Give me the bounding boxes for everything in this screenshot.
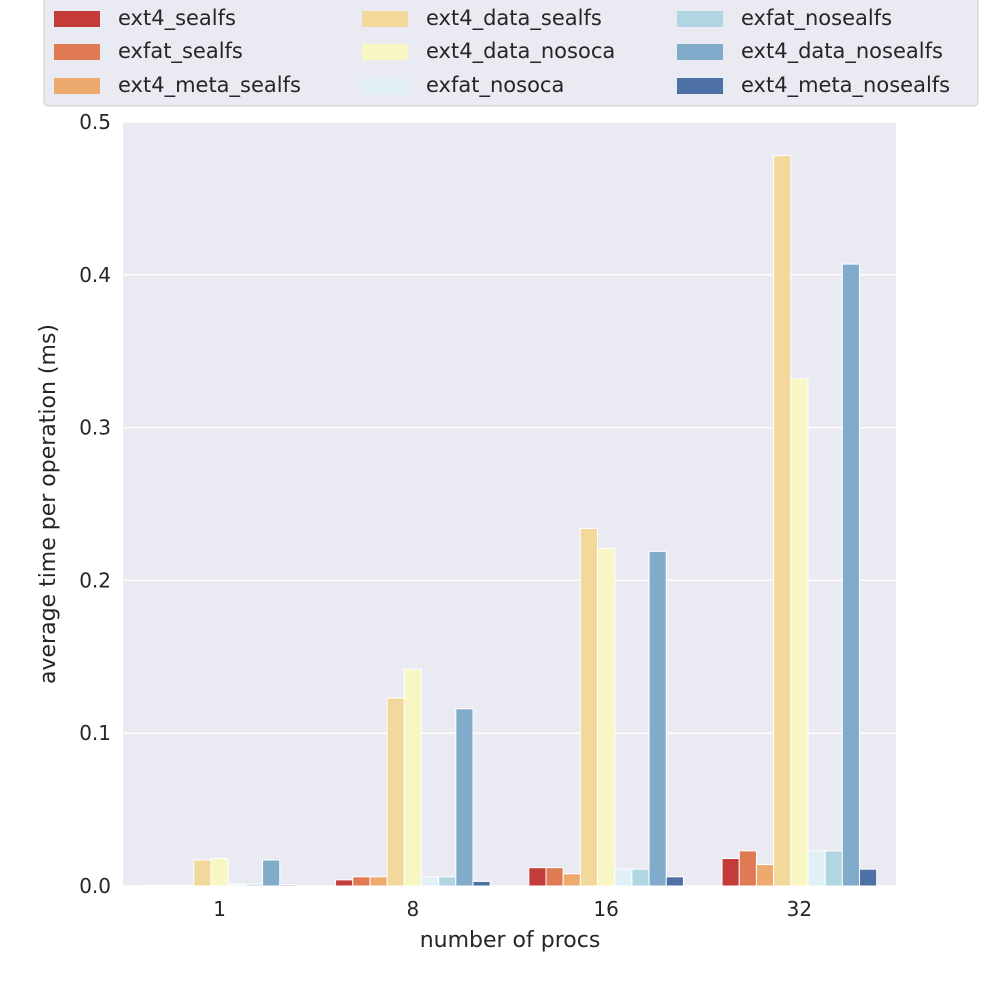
legend-label-ext4_data_nosoca: ext4_data_nosoca bbox=[426, 39, 615, 64]
bar-ext4_data_nosealfs-32 bbox=[841, 263, 860, 887]
bar-ext4_data_nosealfs-16 bbox=[648, 550, 667, 887]
y-tick-label: 0.3 bbox=[79, 416, 111, 440]
bar-ext4_data_nosealfs-1 bbox=[262, 859, 281, 887]
bar-exfat_nosealfs-1 bbox=[244, 883, 264, 887]
legend-swatch-exfat_nosealfs bbox=[677, 11, 723, 27]
bar-ext4_meta_sealfs-8 bbox=[369, 876, 388, 887]
x-tick-label: 16 bbox=[593, 897, 618, 921]
bar-exfat_nosealfs-32 bbox=[824, 850, 843, 887]
bar-ext4_data_nosoca-16 bbox=[597, 547, 616, 887]
x-ticks: 1 8 16 32 bbox=[213, 897, 812, 921]
legend-label-exfat_nosoca: exfat_nosoca bbox=[426, 73, 564, 98]
y-axis-label: average time per operation (ms) bbox=[36, 324, 61, 684]
y-tick-label: 0.5 bbox=[79, 110, 111, 134]
bar-exfat_nosoca-1 bbox=[227, 883, 246, 887]
bar-ext4_meta_nosealfs-1 bbox=[279, 884, 298, 887]
bar-ext4_meta_nosealfs-16 bbox=[665, 876, 684, 887]
bar-exfat_sealfs-8 bbox=[352, 876, 371, 887]
y-tick-label: 0.0 bbox=[79, 874, 111, 898]
bar-ext4_data_sealfs-32 bbox=[773, 155, 792, 887]
bar-ext4_data_sealfs-1 bbox=[193, 859, 212, 887]
x-tick-label: 32 bbox=[787, 897, 812, 921]
bar-exfat_nosoca-8 bbox=[420, 876, 440, 887]
bar-exfat_sealfs-16 bbox=[545, 867, 564, 887]
legend-swatch-ext4_sealfs bbox=[54, 11, 100, 27]
bar-ext4_sealfs-8 bbox=[335, 879, 354, 887]
bar-exfat_nosealfs-16 bbox=[631, 868, 650, 887]
bar-ext4_meta_nosealfs-8 bbox=[472, 880, 491, 887]
bar-ext4_data_nosoca-8 bbox=[403, 668, 422, 887]
legend-swatch-ext4_data_nosoca bbox=[362, 44, 408, 60]
x-tick-label: 1 bbox=[213, 897, 226, 921]
legend-label-exfat_nosealfs: exfat_nosealfs bbox=[741, 6, 892, 31]
legend-swatch-exfat_nosoca bbox=[362, 78, 408, 94]
bar-exfat_nosoca-16 bbox=[614, 868, 633, 887]
bar-ext4_data_sealfs-16 bbox=[579, 527, 599, 887]
y-tick-label: 0.2 bbox=[79, 568, 111, 592]
bar-ext4_meta_sealfs-16 bbox=[562, 873, 581, 887]
y-tick-label: 0.1 bbox=[79, 721, 111, 745]
x-tick-label: 8 bbox=[407, 897, 420, 921]
legend-frame bbox=[43, 0, 979, 107]
bar-ext4_data_nosoca-32 bbox=[790, 378, 809, 887]
bar-exfat_sealfs-32 bbox=[738, 850, 757, 887]
bar-ext4_sealfs-1 bbox=[141, 884, 161, 887]
x-axis-label: number of procs bbox=[420, 928, 601, 953]
bar-ext4_meta_nosealfs-32 bbox=[858, 868, 878, 887]
y-ticks: 0.0 0.1 0.2 0.3 0.4 0.5 bbox=[79, 110, 111, 898]
bar-ext4_data_nosealfs-8 bbox=[455, 708, 474, 887]
legend-label-ext4_meta_sealfs: ext4_meta_sealfs bbox=[118, 73, 301, 98]
bar-ext4_sealfs-16 bbox=[528, 867, 547, 887]
bar-ext4_meta_sealfs-1 bbox=[176, 884, 195, 887]
bar-ext4_data_nosoca-1 bbox=[210, 857, 229, 887]
bar-exfat_nosealfs-8 bbox=[438, 876, 457, 887]
bar-exfat_nosoca-32 bbox=[807, 850, 826, 887]
legend-label-ext4_data_nosealfs: ext4_data_nosealfs bbox=[741, 39, 943, 64]
legend-label-ext4_sealfs: ext4_sealfs bbox=[118, 6, 236, 31]
legend-label-ext4_data_sealfs: ext4_data_sealfs bbox=[426, 6, 602, 31]
bars bbox=[141, 155, 878, 887]
bar-ext4_sealfs-32 bbox=[721, 857, 740, 887]
legend-swatch-ext4_data_sealfs bbox=[362, 11, 408, 27]
legend-swatch-ext4_data_nosealfs bbox=[677, 44, 723, 60]
legend-label-exfat_sealfs: exfat_sealfs bbox=[118, 39, 243, 64]
bar-ext4_data_sealfs-8 bbox=[386, 697, 405, 887]
plot-background bbox=[123, 122, 896, 886]
legend-label-ext4_meta_nosealfs: ext4_meta_nosealfs bbox=[741, 73, 950, 98]
bar-ext4_meta_sealfs-32 bbox=[755, 864, 775, 887]
legend-swatch-ext4_meta_sealfs bbox=[54, 78, 100, 94]
legend-swatch-exfat_sealfs bbox=[54, 44, 100, 60]
legend: ext4_sealfs exfat_sealfs ext4_meta_sealfs e… bbox=[43, 0, 979, 107]
bar-exfat_sealfs-1 bbox=[159, 884, 178, 887]
y-tick-label: 0.4 bbox=[79, 263, 111, 287]
legend-swatch-ext4_meta_nosealfs bbox=[677, 78, 723, 94]
